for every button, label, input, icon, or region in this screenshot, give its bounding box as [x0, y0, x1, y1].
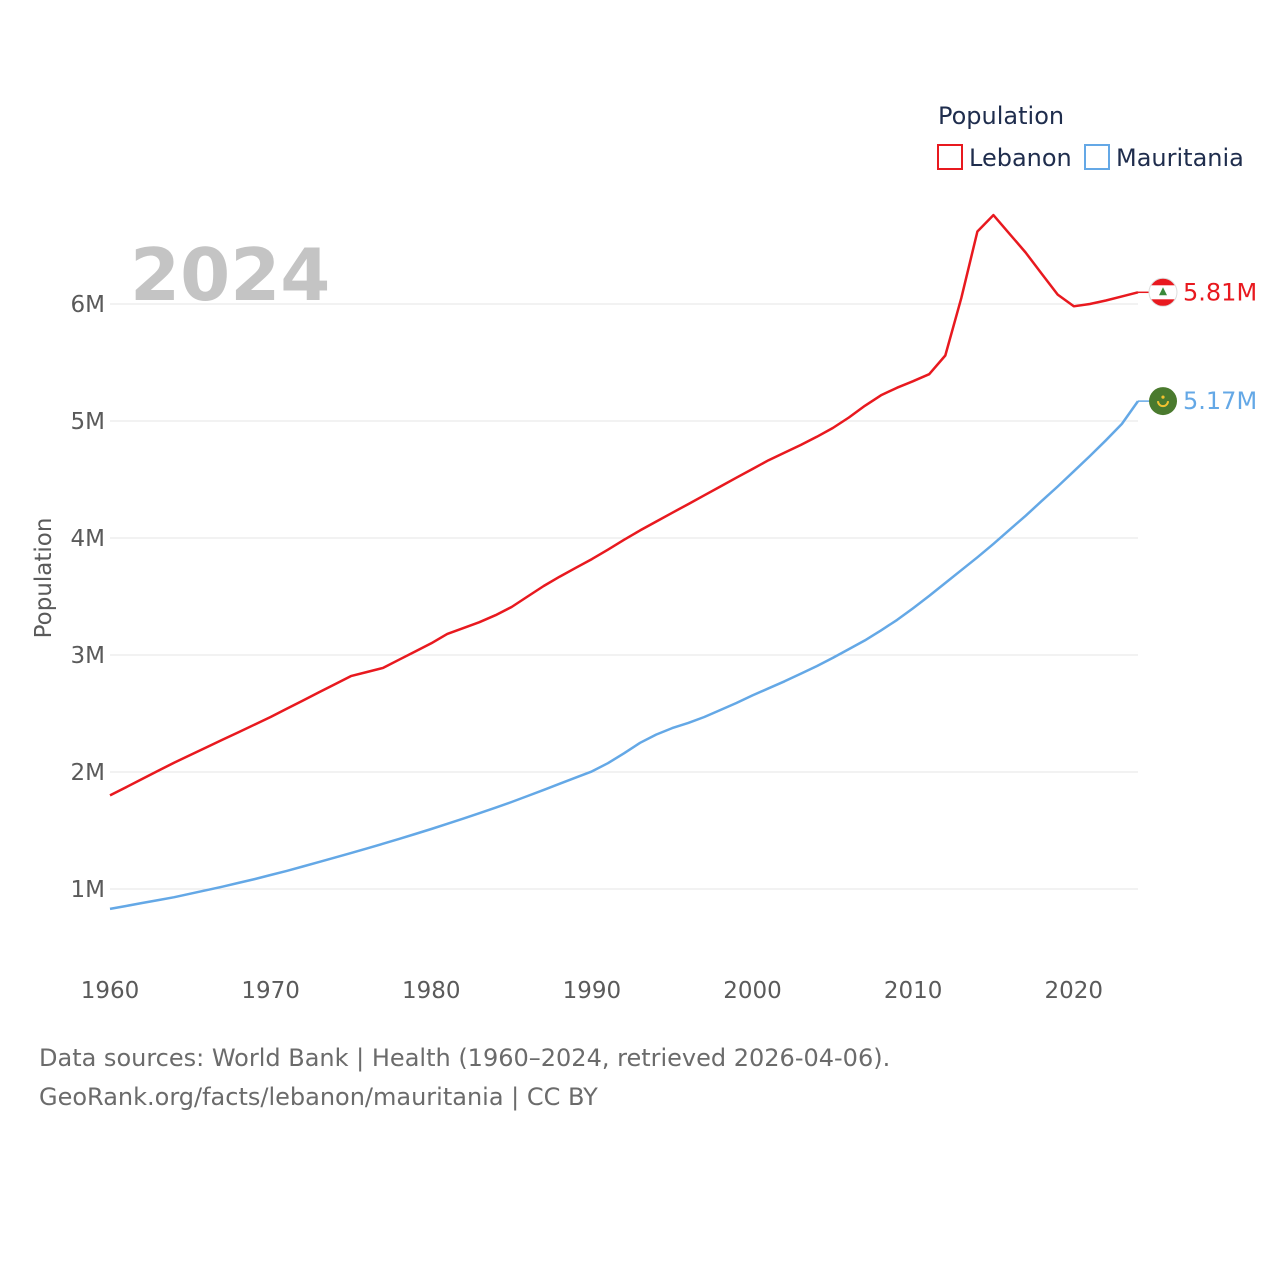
x-tick-label: 1960: [81, 978, 140, 1004]
y-tick-label: 4M: [71, 526, 105, 552]
y-axis-title: Population: [31, 518, 57, 639]
gridlines: [110, 303, 1138, 890]
legend-swatch-lebanon[interactable]: [937, 144, 963, 170]
year-label: 2024: [130, 233, 330, 317]
y-tick-label: 5M: [71, 409, 105, 435]
footer-link[interactable]: GeoRank.org/facts/lebanon/mauritania | C…: [39, 1083, 598, 1111]
mauritania-flag-icon: [1149, 387, 1177, 416]
y-tick-label: 1M: [71, 877, 105, 903]
legend-swatch-mauritania[interactable]: [1084, 144, 1110, 170]
x-axis: 1960 1970 1980 1990 2000 2010 2020: [81, 978, 1103, 1004]
legend-title: Population: [938, 102, 1064, 130]
x-tick-label: 2020: [1044, 978, 1103, 1004]
y-tick-label: 2M: [71, 760, 105, 786]
legend-label-mauritania[interactable]: Mauritania: [1116, 144, 1244, 172]
series-line-lebanon[interactable]: [109, 213, 1139, 797]
population-line-chart: 1M 2M 3M 4M 5M 6M 1960 1970 1980 1990 2000 2010 202…: [31, 102, 1257, 1004]
end-value-label-mauritania: 5.17M: [1183, 387, 1257, 415]
x-tick-label: 2010: [884, 978, 943, 1004]
y-tick-label: 6M: [71, 292, 105, 318]
x-tick-label: 1990: [563, 978, 622, 1004]
x-tick-label: 1970: [241, 978, 300, 1004]
x-tick-label: 1980: [402, 978, 461, 1004]
legend-label-lebanon[interactable]: Lebanon: [969, 144, 1072, 172]
x-tick-label: 2000: [723, 978, 782, 1004]
footer-source: Data sources: World Bank | Health (1960–…: [39, 1044, 891, 1072]
y-tick-label: 3M: [71, 643, 105, 669]
y-axis: 1M 2M 3M 4M 5M 6M: [71, 292, 105, 903]
legend: Population Lebanon Mauritania: [937, 102, 1244, 172]
series-line-mauritania[interactable]: [109, 400, 1140, 911]
series-lines: [109, 213, 1140, 911]
end-markers: 5.81M 5.17M: [1138, 277, 1257, 416]
lebanon-flag-icon: [1148, 277, 1178, 307]
end-value-label-lebanon: 5.81M: [1183, 278, 1257, 306]
